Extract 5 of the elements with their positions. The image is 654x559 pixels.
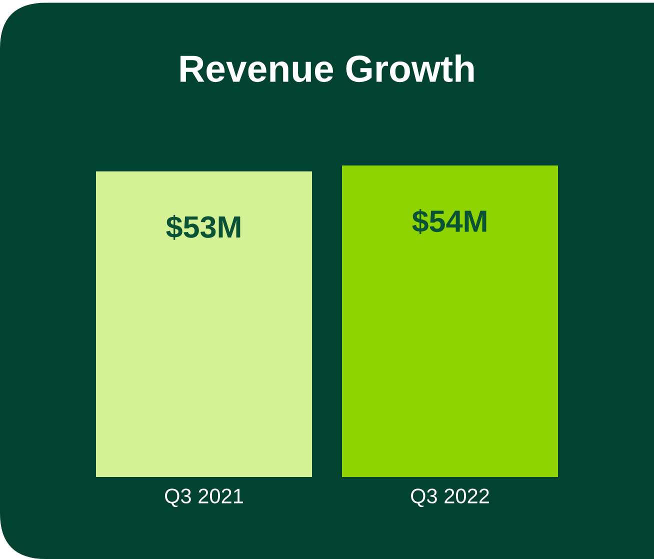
x-tick-label: Q3 2022 [411,488,489,508]
data-label: $53M [166,214,240,240]
data-label: $54M [412,209,486,234]
x-tick-label: Q3 2021 [165,488,243,508]
chart-title: Revenue Growth [180,54,474,82]
